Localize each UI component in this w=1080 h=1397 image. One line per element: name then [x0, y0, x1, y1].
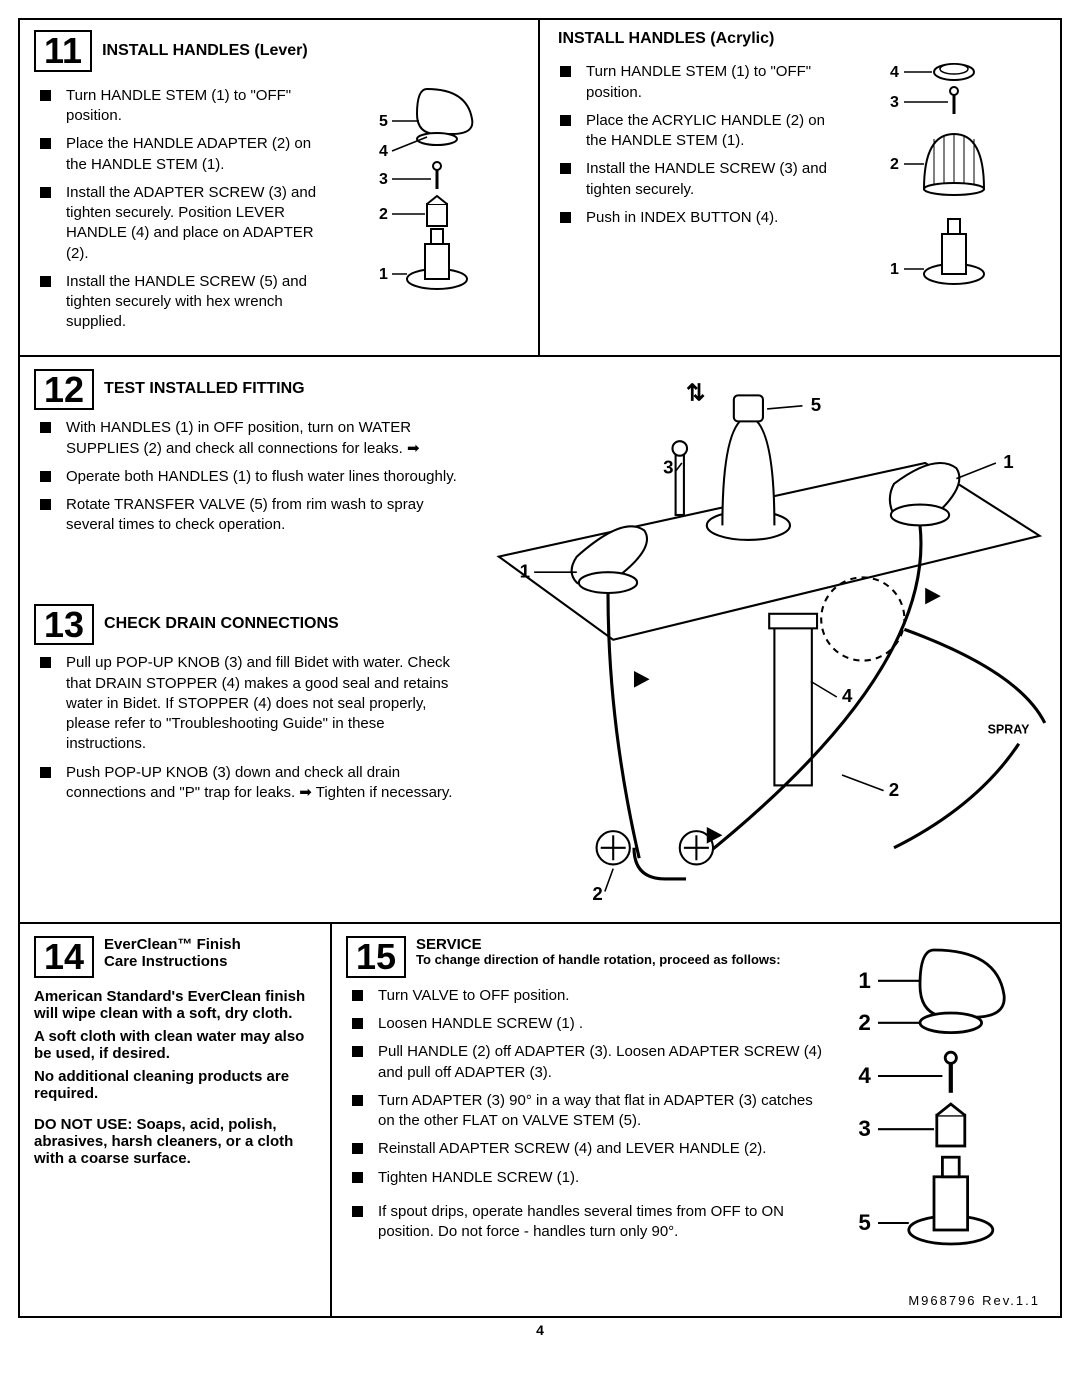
svg-text:2: 2	[592, 882, 602, 903]
svg-text:5: 5	[858, 1210, 870, 1235]
row-step14-15: 14 EverClean™ Finish Care Instructions A…	[20, 922, 1060, 1316]
list-item: Push POP-UP KNOB (3) down and check all …	[40, 763, 464, 804]
acrylic-exploded-svg: 4 3 2 1	[874, 54, 1014, 314]
list-item: Rotate TRANSFER VALVE (5) from rim wash …	[40, 495, 464, 536]
step11-lever-panel: 11 INSTALL HANDLES (Lever) Turn HANDLE S…	[20, 20, 540, 355]
step-number-15: 15	[346, 936, 406, 978]
list-item: Turn ADAPTER (3) 90° in a way that flat …	[352, 1091, 826, 1132]
row-step11: 11 INSTALL HANDLES (Lever) Turn HANDLE S…	[20, 20, 1060, 355]
document-id: M968796 Rev.1.1	[908, 1293, 1040, 1308]
svg-text:1: 1	[379, 266, 388, 283]
step15-panel: 15 SERVICE To change direction of handle…	[332, 924, 1060, 1316]
big-plumbing-diagram: ⇅	[478, 357, 1060, 923]
list-item: Reinstall ADAPTER SCREW (4) and LEVER HA…	[352, 1139, 826, 1159]
step14-title-2: Care Instructions	[104, 953, 241, 970]
svg-text:1: 1	[1003, 451, 1013, 472]
plumbing-svg: ⇅	[478, 357, 1060, 923]
step11-lever-diagram: 5 4 3 2 1	[330, 78, 524, 341]
list-item: Pull up POP-UP KNOB (3) and fill Bidet w…	[40, 653, 464, 754]
step14-p3: No additional cleaning products are requ…	[34, 1068, 316, 1102]
svg-text:1: 1	[519, 560, 529, 581]
step-number-11: 11	[34, 30, 92, 72]
list-item: With HANDLES (1) in OFF position, turn o…	[40, 418, 464, 459]
svg-text:3: 3	[379, 171, 388, 188]
svg-text:2: 2	[888, 778, 898, 799]
svg-text:1: 1	[858, 968, 870, 993]
list-item: Turn HANDLE STEM (1) to "OFF" position.	[40, 86, 320, 127]
service-exploded-svg: 1 2 4 3 5	[836, 936, 1046, 1300]
step12-title: TEST INSTALLED FITTING	[104, 380, 305, 398]
list-item: Install the HANDLE SCREW (3) and tighten…	[560, 159, 832, 200]
step11-acrylic-diagram: 4 3 2 1	[842, 54, 1046, 314]
page-number: 4	[18, 1318, 1062, 1338]
step11-lever-title: INSTALL HANDLES (Lever)	[102, 42, 308, 60]
list-item: Turn HANDLE STEM (1) to "OFF" position.	[560, 62, 832, 103]
list-item: Operate both HANDLES (1) to flush water …	[40, 467, 464, 487]
svg-text:2: 2	[890, 156, 899, 173]
svg-text:4: 4	[379, 143, 388, 160]
svg-text:5: 5	[810, 394, 820, 415]
svg-text:3: 3	[858, 1116, 870, 1141]
svg-text:4: 4	[858, 1063, 871, 1088]
instruction-page: 11 INSTALL HANDLES (Lever) Turn HANDLE S…	[18, 18, 1062, 1318]
list-item: Install the ADAPTER SCREW (3) and tighte…	[40, 183, 320, 264]
list-item: Tighten HANDLE SCREW (1).	[352, 1168, 826, 1188]
step14-p2: A soft cloth with clean water may also b…	[34, 1028, 316, 1062]
list-item: Loosen HANDLE SCREW (1) .	[352, 1014, 826, 1034]
step15-list: Turn VALVE to OFF position. Loosen HANDL…	[346, 986, 826, 1243]
list-item: Push in INDEX BUTTON (4).	[560, 208, 832, 228]
step-number-13: 13	[34, 604, 94, 646]
svg-text:2: 2	[858, 1010, 870, 1035]
list-item: Pull HANDLE (2) off ADAPTER (3). Loosen …	[352, 1042, 826, 1083]
step13-title: CHECK DRAIN CONNECTIONS	[104, 615, 339, 633]
svg-text:3: 3	[663, 456, 673, 477]
svg-text:4: 4	[890, 64, 899, 81]
svg-text:SPRAY: SPRAY	[987, 722, 1029, 736]
row-step12-13: 12 TEST INSTALLED FITTING With HANDLES (…	[20, 357, 1060, 923]
svg-text:4: 4	[842, 685, 853, 706]
step11-lever-list: Turn HANDLE STEM (1) to "OFF" position. …	[34, 78, 320, 341]
step15-subtitle: To change direction of handle rotation, …	[416, 953, 781, 968]
step11-acrylic-panel: INSTALL HANDLES (Acrylic) Turn HANDLE ST…	[540, 20, 1060, 355]
step12-13-text: 12 TEST INSTALLED FITTING With HANDLES (…	[20, 357, 478, 923]
step11-acrylic-list: Turn HANDLE STEM (1) to "OFF" position. …	[554, 54, 832, 314]
step14-p1: American Standard's EverClean finish wil…	[34, 988, 316, 1022]
list-item: Place the ACRYLIC HANDLE (2) on the HAND…	[560, 111, 832, 152]
svg-text:⇅: ⇅	[686, 379, 705, 405]
step15-diagram: 1 2 4 3 5	[836, 936, 1046, 1304]
list-item: If spout drips, operate handles several …	[352, 1202, 826, 1243]
step12-list: With HANDLES (1) in OFF position, turn o…	[34, 418, 464, 535]
step14-title-1: EverClean™ Finish	[104, 936, 241, 953]
step-number-14: 14	[34, 936, 94, 978]
list-item: Install the HANDLE SCREW (5) and tighten…	[40, 272, 320, 333]
list-item: Turn VALVE to OFF position.	[352, 986, 826, 1006]
step15-title: SERVICE	[416, 936, 781, 953]
step11-acrylic-title: INSTALL HANDLES (Acrylic)	[558, 30, 774, 48]
svg-text:1: 1	[890, 261, 899, 278]
svg-text:3: 3	[890, 94, 899, 111]
step14-p4: DO NOT USE: Soaps, acid, polish, abrasiv…	[34, 1116, 316, 1167]
list-item: Place the HANDLE ADAPTER (2) on the HAND…	[40, 134, 320, 175]
lever-exploded-svg: 5 4 3 2 1	[357, 79, 497, 339]
step13-list: Pull up POP-UP KNOB (3) and fill Bidet w…	[34, 653, 464, 803]
svg-text:5: 5	[379, 113, 388, 130]
svg-text:2: 2	[379, 206, 388, 223]
step14-panel: 14 EverClean™ Finish Care Instructions A…	[20, 924, 332, 1316]
step-number-12: 12	[34, 369, 94, 411]
